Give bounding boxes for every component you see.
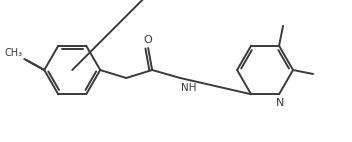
Text: CH₃: CH₃: [4, 48, 22, 58]
Text: N: N: [276, 98, 284, 108]
Text: O: O: [144, 35, 152, 45]
Text: NH: NH: [181, 83, 197, 93]
